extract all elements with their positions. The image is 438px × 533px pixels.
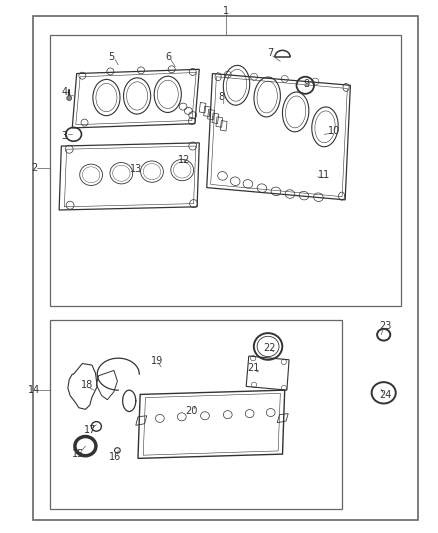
Text: 18: 18 [81, 380, 93, 390]
Bar [199, 102, 206, 113]
Text: 11: 11 [318, 170, 330, 180]
Text: 17: 17 [84, 425, 96, 435]
Text: 1: 1 [223, 6, 229, 15]
Bar [216, 117, 223, 127]
Text: 14: 14 [28, 385, 40, 395]
Text: 5: 5 [109, 52, 115, 62]
Text: 20: 20 [186, 407, 198, 416]
Text: 15: 15 [72, 449, 84, 459]
Text: 13: 13 [130, 165, 142, 174]
Text: 12: 12 [178, 155, 190, 165]
Text: 10: 10 [328, 126, 340, 135]
Bar [208, 109, 214, 120]
Text: 2: 2 [31, 163, 37, 173]
Text: 24: 24 [379, 391, 392, 400]
Text: 23: 23 [379, 321, 392, 331]
Text: 6: 6 [166, 52, 172, 62]
Ellipse shape [67, 96, 72, 100]
Bar [204, 106, 210, 117]
Text: 4: 4 [62, 87, 68, 96]
Text: 22: 22 [263, 343, 276, 352]
Bar [50, 320, 342, 509]
Text: 21: 21 [247, 363, 259, 373]
Text: 16: 16 [109, 452, 121, 462]
Bar [33, 16, 418, 520]
Text: 9: 9 [304, 79, 310, 88]
Bar [50, 35, 401, 306]
Text: 3: 3 [62, 131, 68, 141]
Text: 7: 7 [268, 49, 274, 58]
Text: 19: 19 [151, 357, 163, 366]
Bar [212, 113, 219, 124]
Text: 8: 8 [218, 92, 224, 102]
Bar [220, 120, 227, 131]
